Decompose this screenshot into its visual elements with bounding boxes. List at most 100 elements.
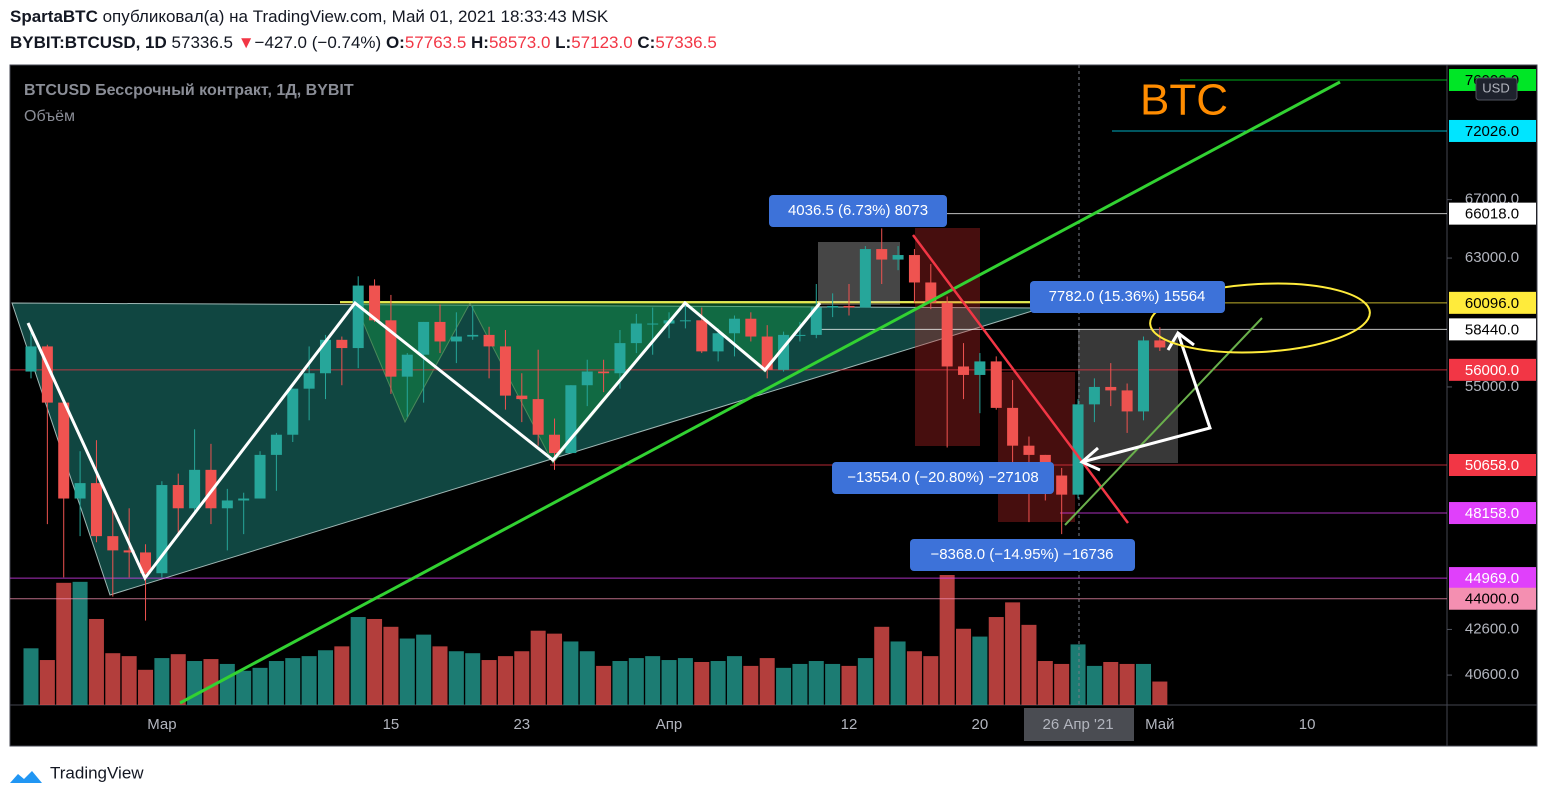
candle-body bbox=[990, 361, 1002, 408]
candle-body bbox=[352, 285, 364, 349]
level-label: 72026.0 bbox=[1465, 123, 1519, 140]
volume-bar bbox=[252, 667, 268, 705]
volume-bar bbox=[563, 641, 579, 705]
candle-body bbox=[25, 346, 37, 372]
volume-bar bbox=[530, 630, 546, 705]
y-tick-label: 40600.0 bbox=[1465, 666, 1519, 683]
candle-body bbox=[172, 485, 184, 509]
candle-body bbox=[1088, 386, 1100, 405]
legend-title: BTCUSD Бессрочный контракт, 1Д, BYBIT bbox=[24, 82, 354, 99]
h: 58573.0 bbox=[489, 33, 550, 52]
volume-bar bbox=[841, 665, 857, 705]
arrow-path bbox=[1081, 332, 1212, 464]
volume-bar bbox=[236, 670, 252, 705]
o: 57763.5 bbox=[405, 33, 466, 52]
candle-body bbox=[336, 339, 348, 349]
candle-body bbox=[1137, 340, 1149, 412]
currency: USD bbox=[1482, 80, 1509, 95]
level-label-bg bbox=[1449, 502, 1536, 525]
candle-body bbox=[1056, 475, 1068, 495]
candle-body bbox=[925, 282, 937, 303]
volume-bar bbox=[203, 659, 219, 705]
volume-bar bbox=[301, 656, 317, 705]
volume-bar bbox=[694, 661, 710, 705]
candle-body bbox=[270, 434, 282, 455]
volume-bar bbox=[710, 661, 726, 705]
volume-bar bbox=[514, 651, 530, 705]
candle-body bbox=[1105, 386, 1117, 391]
candle-body bbox=[1121, 390, 1133, 412]
volume-bar bbox=[481, 660, 497, 705]
candle-body bbox=[761, 336, 773, 370]
candle-body bbox=[1072, 404, 1084, 495]
volume-bar bbox=[268, 661, 284, 705]
range-box bbox=[998, 372, 1075, 522]
candle-body bbox=[827, 305, 839, 308]
volume-bar bbox=[825, 663, 841, 705]
volume-bar bbox=[56, 582, 72, 705]
candle-body bbox=[499, 346, 511, 396]
candle-body bbox=[647, 323, 659, 325]
x-tick-label: Мар bbox=[147, 716, 176, 733]
candle-body bbox=[745, 318, 757, 337]
volume-bar bbox=[939, 575, 955, 705]
zigzag bbox=[26, 300, 822, 581]
candle-body bbox=[728, 318, 740, 334]
candle-body bbox=[90, 483, 102, 537]
o-label: O: bbox=[386, 33, 405, 52]
candle-body bbox=[287, 388, 299, 435]
candle-body bbox=[908, 255, 920, 283]
volume-bar bbox=[23, 648, 39, 705]
level-label-bg bbox=[1449, 358, 1536, 381]
candle-body bbox=[41, 346, 53, 403]
level-lines bbox=[10, 79, 1447, 600]
arrow: ▼ bbox=[238, 33, 255, 52]
measure-label: 4036.5 (6.73%) 8073 bbox=[769, 195, 947, 227]
volume-bar bbox=[645, 656, 661, 705]
level-label: 58440.0 bbox=[1465, 321, 1519, 338]
level-label-bg bbox=[1449, 454, 1536, 477]
volume-bar bbox=[988, 617, 1004, 705]
volume-bar bbox=[138, 669, 154, 705]
measure-label: −8368.0 (−14.95%) −16736 bbox=[910, 539, 1135, 571]
quote-line: BYBIT:BTCUSD, 1D 57336.5 ▼−427.0 (−0.74%… bbox=[10, 33, 717, 52]
volume-bar bbox=[890, 641, 906, 705]
level-label-bg bbox=[1449, 318, 1536, 341]
candle-body bbox=[565, 385, 577, 454]
candle-body bbox=[254, 454, 266, 499]
chart-frame bbox=[9, 64, 1538, 747]
volume-bar bbox=[1070, 644, 1086, 705]
currency-button[interactable] bbox=[1475, 77, 1518, 101]
l: 57123.0 bbox=[571, 33, 632, 52]
candle-body bbox=[1007, 407, 1019, 446]
volume-bar bbox=[1054, 663, 1070, 705]
x-tick-label: Май bbox=[1145, 716, 1174, 733]
candle-body bbox=[205, 469, 217, 509]
change: −427.0 (−0.74%) bbox=[255, 33, 382, 52]
volume-bar bbox=[383, 626, 399, 705]
volume-bar bbox=[923, 656, 939, 705]
candle-body bbox=[712, 333, 724, 352]
volume-bar bbox=[808, 661, 824, 705]
volume-bar bbox=[792, 663, 808, 705]
measure-label: −13554.0 (−20.80%) −27108 bbox=[832, 462, 1054, 494]
volume-bar bbox=[579, 651, 595, 705]
candle-body bbox=[434, 321, 446, 342]
candle-body bbox=[581, 371, 593, 386]
volume-bar bbox=[497, 656, 513, 705]
candle-body bbox=[859, 249, 871, 308]
volume-bar bbox=[399, 638, 415, 705]
volume-bar bbox=[105, 653, 121, 705]
candle-body bbox=[532, 399, 544, 435]
measure-label: 7782.0 (15.36%) 15564 bbox=[1030, 281, 1225, 313]
volume-bar bbox=[367, 618, 383, 705]
candle-body bbox=[696, 320, 708, 352]
level-label: 56000.0 bbox=[1465, 362, 1519, 379]
volume-bar bbox=[759, 658, 775, 705]
volume-bar bbox=[72, 581, 88, 705]
volume-bar bbox=[350, 617, 366, 705]
symbol: BYBIT:BTCUSD, 1D bbox=[10, 33, 167, 52]
candle-body bbox=[156, 485, 168, 574]
candle-body bbox=[483, 334, 495, 347]
highlight-circle bbox=[1149, 282, 1371, 354]
